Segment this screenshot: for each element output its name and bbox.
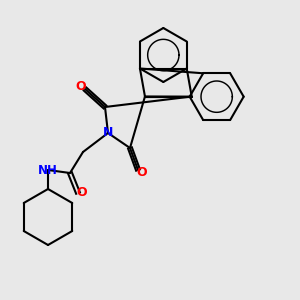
Text: O: O — [76, 80, 86, 94]
Text: O: O — [137, 166, 147, 178]
Text: N: N — [103, 127, 113, 140]
Text: O: O — [77, 187, 87, 200]
Text: NH: NH — [38, 164, 58, 176]
